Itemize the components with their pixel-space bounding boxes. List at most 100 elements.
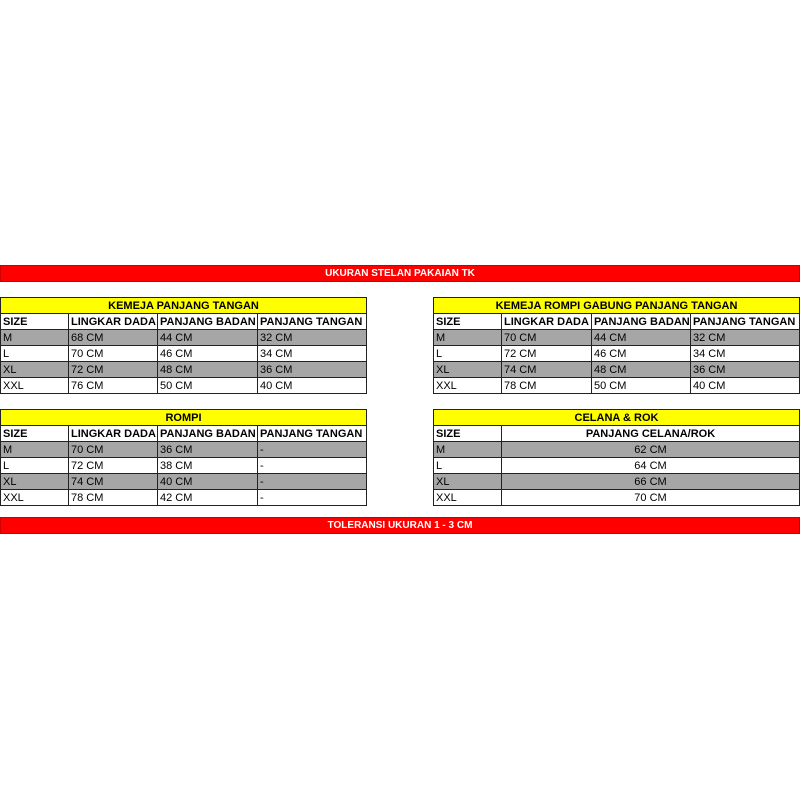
table-cell: XL [433, 361, 502, 378]
table-cell: 66 CM [501, 473, 800, 490]
table-rompi: ROMPI SIZE LINGKAR DADA PANJANG BADAN PANJAN… [0, 409, 367, 506]
table-title-row: KEMEJA ROMPI GABUNG PANJANG TANGAN [433, 297, 800, 314]
table-cell: XL [0, 473, 69, 490]
table-title-row: CELANA & ROK [433, 409, 800, 426]
table-header-row: SIZE LINGKAR DADA PANJANG BADAN PANJANG TAN… [0, 313, 368, 330]
table-cell: 36 CM [256, 361, 368, 378]
table-row: XL 74 CM 48 CM 36 CM [433, 361, 800, 378]
table-row: XXL 78 CM 50 CM 40 CM [433, 377, 800, 394]
column-header: SIZE [433, 425, 502, 442]
column-header: PANJANG CELANA/ROK [501, 425, 800, 442]
table-cell: 72 CM [68, 457, 158, 474]
table-cell: 74 CM [501, 361, 592, 378]
table-title: KEMEJA PANJANG TANGAN [0, 297, 368, 314]
table-cell: 74 CM [68, 473, 158, 490]
table-header-row: SIZE LINGKAR DADA PANJANG BADAN PANJANG TAN… [0, 425, 367, 442]
table-cell: 62 CM [501, 441, 800, 458]
table-cell: 44 CM [591, 329, 691, 346]
table-row: XXL 78 CM 42 CM - [0, 489, 367, 506]
column-header: LINGKAR DADA [68, 425, 158, 442]
table-cell: - [257, 489, 367, 506]
table-cell: 78 CM [68, 489, 158, 506]
column-header: PANJANG TANGAN [256, 313, 368, 330]
table-cell: XL [433, 473, 502, 490]
column-header: PANJANG BADAN [157, 425, 258, 442]
table-cell: 76 CM [68, 377, 158, 394]
table-row: XL 66 CM [433, 473, 800, 490]
column-header: LINGKAR DADA [68, 313, 158, 330]
column-header: SIZE [433, 313, 502, 330]
table-cell: 72 CM [68, 361, 158, 378]
table-cell: M [433, 441, 502, 458]
column-header: SIZE [0, 313, 69, 330]
table-cell: XXL [433, 377, 502, 394]
table-row: XXL 70 CM [433, 489, 800, 506]
table-cell: XXL [0, 377, 69, 394]
table-cell: 46 CM [157, 345, 258, 362]
table-cell: 48 CM [157, 361, 258, 378]
table-kemeja-panjang-tangan: KEMEJA PANJANG TANGAN SIZE LINGKAR DADA PAN… [0, 297, 368, 394]
table-cell: 70 CM [68, 345, 158, 362]
table-cell: 68 CM [68, 329, 158, 346]
table-cell: L [433, 457, 502, 474]
table-cell: 72 CM [501, 345, 592, 362]
table-cell: 34 CM [256, 345, 368, 362]
column-header: PANJANG BADAN [591, 313, 691, 330]
table-cell: M [0, 441, 69, 458]
table-cell: 78 CM [501, 377, 592, 394]
table-row: M 70 CM 44 CM 32 CM [433, 329, 800, 346]
table-cell: L [0, 457, 69, 474]
table-row: L 72 CM 38 CM - [0, 457, 367, 474]
table-cell: XXL [0, 489, 69, 506]
table-row: L 72 CM 46 CM 34 CM [433, 345, 800, 362]
table-title: KEMEJA ROMPI GABUNG PANJANG TANGAN [433, 297, 800, 314]
table-cell: - [257, 441, 367, 458]
table-cell: L [0, 345, 69, 362]
table-cell: 44 CM [157, 329, 258, 346]
table-cell: 36 CM [690, 361, 800, 378]
table-cell: 70 CM [501, 329, 592, 346]
table-row: L 64 CM [433, 457, 800, 474]
column-header: PANJANG BADAN [157, 313, 258, 330]
table-cell: 50 CM [157, 377, 258, 394]
table-cell: XXL [433, 489, 502, 506]
table-cell: 32 CM [690, 329, 800, 346]
table-cell: - [257, 457, 367, 474]
table-header-row: SIZE LINGKAR DADA PANJANG BADAN PANJANG TAN… [433, 313, 800, 330]
table-cell: XL [0, 361, 69, 378]
table-cell: L [433, 345, 502, 362]
table-row: XL 74 CM 40 CM - [0, 473, 367, 490]
table-cell: 36 CM [157, 441, 258, 458]
column-header: PANJANG TANGAN [690, 313, 800, 330]
table-title: CELANA & ROK [433, 409, 800, 426]
table-cell: 64 CM [501, 457, 800, 474]
column-header: LINGKAR DADA [501, 313, 592, 330]
footer-bar: TOLERANSI UKURAN 1 - 3 CM [0, 517, 800, 534]
table-row: M 70 CM 36 CM - [0, 441, 367, 458]
table-cell: 50 CM [591, 377, 691, 394]
table-row: XXL 76 CM 50 CM 40 CM [0, 377, 368, 394]
table-cell: 40 CM [690, 377, 800, 394]
column-header: SIZE [0, 425, 69, 442]
table-cell: 48 CM [591, 361, 691, 378]
table-cell: 40 CM [157, 473, 258, 490]
table-title-row: ROMPI [0, 409, 367, 426]
table-cell: 70 CM [501, 489, 800, 506]
table-cell: 32 CM [256, 329, 368, 346]
table-row: M 62 CM [433, 441, 800, 458]
column-header: PANJANG TANGAN [257, 425, 367, 442]
table-cell: - [257, 473, 367, 490]
table-row: M 68 CM 44 CM 32 CM [0, 329, 368, 346]
table-row: L 70 CM 46 CM 34 CM [0, 345, 368, 362]
table-title: ROMPI [0, 409, 367, 426]
table-cell: 70 CM [68, 441, 158, 458]
table-header-row: SIZE PANJANG CELANA/ROK [433, 425, 800, 442]
table-row: XL 72 CM 48 CM 36 CM [0, 361, 368, 378]
table-cell: M [0, 329, 69, 346]
table-cell: 34 CM [690, 345, 800, 362]
table-title-row: KEMEJA PANJANG TANGAN [0, 297, 368, 314]
table-celana-rok: CELANA & ROK SIZE PANJANG CELANA/ROK M 62 CM… [433, 409, 800, 506]
table-kemeja-rompi-gabung: KEMEJA ROMPI GABUNG PANJANG TANGAN SIZE LI… [433, 297, 800, 394]
table-cell: 46 CM [591, 345, 691, 362]
header-bar: UKURAN STELAN PAKAIAN TK [0, 265, 800, 282]
